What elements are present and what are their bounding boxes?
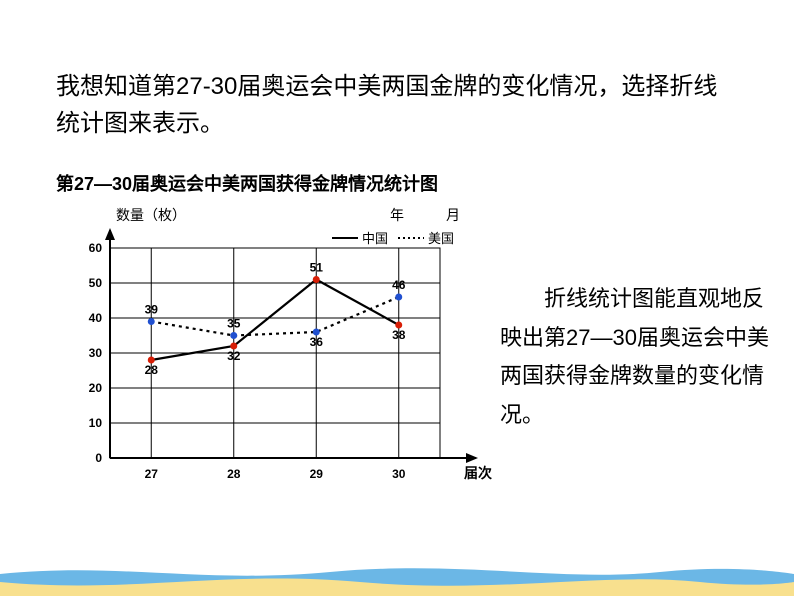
- chart-title: 第27—30届奥运会中美两国获得金牌情况统计图: [56, 170, 438, 196]
- svg-text:40: 40: [89, 311, 103, 325]
- svg-text:年: 年: [390, 207, 404, 223]
- svg-text:27: 27: [145, 467, 159, 481]
- svg-text:35: 35: [227, 317, 241, 331]
- svg-text:中国: 中国: [362, 231, 388, 246]
- svg-text:46: 46: [392, 278, 406, 292]
- svg-text:60: 60: [89, 241, 103, 255]
- svg-text:数量（枚）: 数量（枚）: [116, 207, 186, 223]
- svg-text:10: 10: [89, 416, 103, 430]
- svg-text:28: 28: [227, 467, 241, 481]
- svg-text:38: 38: [392, 328, 406, 342]
- decorative-wave: [0, 560, 794, 596]
- svg-text:28: 28: [145, 363, 159, 377]
- chart-svg: 0 10 20 30 40 50 60 27 28 29 30 数量（枚） 年 月届次 中国 美国 28 32 51…: [56, 196, 496, 536]
- svg-text:51: 51: [310, 261, 324, 275]
- svg-text:美国: 美国: [428, 231, 454, 246]
- svg-text:届次: 届次: [464, 465, 492, 481]
- svg-text:0: 0: [95, 451, 102, 465]
- chart-area: 0 10 20 30 40 50 60 27 28 29 30 数量（枚） 年 月届次 中国 美国 28 32 51…: [56, 196, 496, 536]
- svg-text:50: 50: [89, 276, 103, 290]
- svg-text:32: 32: [227, 349, 241, 363]
- svg-text:30: 30: [392, 467, 406, 481]
- intro-text: 我想知道第27-30届奥运会中美两国金牌的变化情况，选择折线统计图来表示。: [56, 68, 736, 142]
- svg-text:20: 20: [89, 381, 103, 395]
- svg-text:月: 月: [446, 207, 460, 223]
- svg-text:39: 39: [145, 303, 159, 317]
- svg-text:30: 30: [89, 346, 103, 360]
- explanation-text: 折线统计图能直观地反映出第27—30届奥运会中美两国获得金牌数量的变化情况。: [500, 280, 770, 434]
- svg-text:29: 29: [310, 467, 324, 481]
- svg-text:36: 36: [310, 335, 324, 349]
